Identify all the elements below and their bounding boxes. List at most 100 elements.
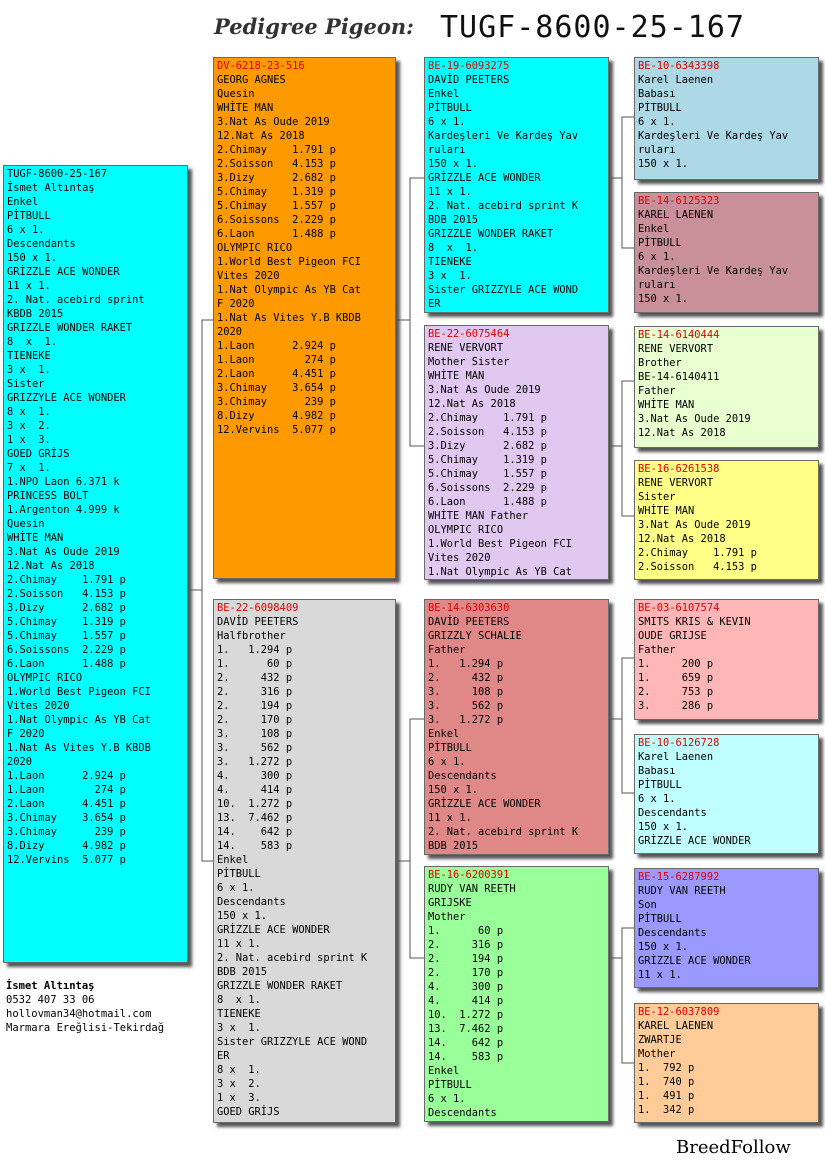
detail-line: 11 x 1. — [428, 812, 472, 824]
detail-line: ER — [217, 1050, 230, 1062]
detail-line: Karel Laenen — [638, 751, 714, 763]
detail-line: 5.Chimay 1.319 p — [217, 186, 336, 198]
detail-line: GRİZZLE ACE WONDER — [217, 924, 330, 936]
detail-line: 1.NPO Laon 6.371 k — [7, 476, 120, 488]
detail-line: 2020 — [7, 756, 33, 768]
owner-email[interactable]: hollovman34@hotmail.com — [6, 1008, 152, 1020]
detail-line: SMITS KRIS & KEVIN — [638, 616, 751, 628]
detail-line: 6 x 1. — [428, 756, 466, 768]
detail-line: GOED GRİJS — [217, 1106, 280, 1118]
detail-line: 3.Nat As Oude 2019 — [638, 519, 751, 531]
detail-line: 3.Dizy 2.682 p — [217, 172, 336, 184]
card-subject[interactable]: TUGF-8600-25-167 İsmet Altıntaş Enkel PİT… — [3, 165, 188, 963]
card-details: DAVİD PEETERS Enkel PİTBULL 6 x 1. Karde… — [428, 74, 578, 310]
detail-line: 6 x 1. — [428, 116, 466, 128]
owner-info: İsmet Altıntaş 0532 407 33 06 hollovman3… — [6, 979, 164, 1035]
card-dam-dam[interactable]: BE-16-6200391 RUDY VAN REETH GRIJSKE Moth… — [424, 866, 609, 1122]
detail-line: 6 x 1. — [638, 793, 676, 805]
detail-line: 1. 1.294 p — [217, 644, 293, 656]
detail-line: KAREL LAENEN — [638, 209, 714, 221]
detail-line: 6.Soissons 2.229 p — [428, 482, 547, 494]
detail-line: OLYMPIC RICO — [428, 524, 504, 536]
ring-number: BE-16-6261538 — [638, 463, 720, 475]
detail-line: 14. 642 p — [428, 1037, 504, 1049]
card-sire-sire-dam[interactable]: BE-14-6125323 KAREL LAENEN Enkel PİTBULL … — [634, 192, 819, 313]
detail-line: 12.Nat As 2018 — [217, 130, 305, 142]
card-sire-dam-sire[interactable]: BE-14-6140444 RENE VERVORT Brother BE-14-… — [634, 326, 819, 448]
detail-line: 6.Soissons 2.229 p — [7, 644, 126, 656]
detail-line: 2020 — [217, 326, 243, 338]
detail-line: 4. 300 p — [217, 770, 293, 782]
detail-line: 3. 108 p — [428, 686, 504, 698]
detail-line: 150 x 1. — [7, 252, 58, 264]
detail-line: 11 x 1. — [638, 969, 682, 981]
card-sire-sire-sire[interactable]: BE-10-6343398 Karel Laenen Babası PİTBULL… — [634, 57, 819, 180]
detail-line: 3.Chimay 3.654 p — [7, 812, 126, 824]
detail-line: 12.Vervins 5.077 p — [7, 854, 126, 866]
detail-line: 3. 562 p — [428, 700, 504, 712]
detail-line: PRINCESS BOLT — [7, 490, 89, 502]
detail-line: Father — [428, 644, 466, 656]
detail-line: 3. 1.272 p — [428, 714, 504, 726]
detail-line: 5.Chimay 1.557 p — [217, 200, 336, 212]
detail-line: 11 x 1. — [217, 938, 261, 950]
card-dam[interactable]: BE-22-6098409 DAVİD PEETERS Halfbrother 1… — [213, 599, 396, 1123]
detail-line: 1. 740 p — [638, 1076, 695, 1088]
detail-line: 3 x 2. — [217, 1078, 261, 1090]
detail-line: BDB 2015 — [217, 966, 268, 978]
detail-line: 2. Nat. acebird sprint K — [217, 952, 368, 964]
detail-line: 2. Nat. acebird sprint — [7, 294, 145, 306]
detail-line: Son — [638, 899, 657, 911]
detail-line: 1.World Best Pigeon FCI — [7, 686, 151, 698]
detail-line: 6 x 1. — [638, 251, 676, 263]
detail-line: Father — [638, 385, 676, 397]
detail-line: 6 x 1. — [638, 116, 676, 128]
card-sire-dam[interactable]: BE-22-6075464 RENE VERVORT Mother Sister … — [424, 325, 609, 580]
detail-line: PİTBULL — [428, 742, 472, 754]
detail-line: Descendants — [638, 927, 707, 939]
detail-line: 2. Nat. acebird sprint K — [428, 200, 579, 212]
detail-line: WHİTE MAN — [638, 399, 695, 411]
detail-line: F 2020 — [217, 298, 255, 310]
detail-line: Kardeşleri Ve Kardeş Yav — [638, 265, 789, 277]
card-details: SMITS KRIS & KEVIN OUDE GRIJSE Father 1.… — [638, 616, 751, 712]
ring-number: BE-19-6093275 — [428, 60, 510, 72]
detail-line: GRİZZLE ACE WONDER — [638, 835, 751, 847]
detail-line: RENE VERVORT — [428, 342, 504, 354]
detail-line: 11 x 1. — [428, 186, 472, 198]
detail-line: 3.Dizy 2.682 p — [428, 440, 547, 452]
detail-line: 1.Argenton 4.999 k — [7, 504, 120, 516]
detail-line: 150 x 1. — [428, 158, 479, 170]
detail-line: Enkel — [428, 728, 460, 740]
detail-line: Enkel — [428, 1065, 460, 1077]
detail-line: Mother — [428, 911, 466, 923]
detail-line: 1.World Best Pigeon FCI — [428, 538, 572, 550]
detail-line: 150 x 1. — [638, 158, 689, 170]
detail-line: RENE VERVORT — [638, 343, 714, 355]
card-dam-dam-dam[interactable]: BE-12-6037809 KAREL LAENEN ZWARTJE Mother… — [634, 1003, 819, 1123]
detail-line: WHİTE MAN — [217, 102, 274, 114]
detail-line: ruları — [638, 279, 676, 291]
detail-line: 1. 659 p — [638, 672, 714, 684]
card-sire-sire[interactable]: BE-19-6093275 DAVİD PEETERS Enkel PİTBULL… — [424, 57, 609, 313]
card-sire-dam-dam[interactable]: BE-16-6261538 RENE VERVORT Sister WHİTE M… — [634, 460, 819, 580]
detail-line: 3.Chimay 239 p — [7, 826, 126, 838]
detail-line: 8 x 1. — [217, 1064, 261, 1076]
detail-line: 2. 170 p — [428, 967, 504, 979]
detail-line: 2.Chimay 1.791 p — [428, 412, 547, 424]
card-dam-sire[interactable]: BE-14-6303630 DAVİD PEETERS GRIZZLY SCHAL… — [424, 599, 609, 855]
card-details: RENE VERVORT Brother BE-14-6140411 Fathe… — [638, 343, 751, 439]
detail-line: 6 x 1. — [7, 224, 45, 236]
card-sire[interactable]: DV-6218-23-516 GEORG AGNES Quesin WHİTE M… — [213, 57, 396, 579]
detail-line: 2.Soisson 4.153 p — [638, 561, 757, 573]
detail-line: PİTBULL — [428, 1079, 472, 1091]
card-dam-sire-sire[interactable]: BE-03-6107574 SMITS KRIS & KEVIN OUDE GRI… — [634, 599, 819, 720]
detail-line: 4. 414 p — [428, 995, 504, 1007]
card-dam-dam-sire[interactable]: BE-15-6287992 RUDY VAN REETH Son PİTBULL … — [634, 868, 819, 988]
detail-line: GRIZZLE WONDER RAKET — [217, 980, 343, 992]
detail-line: 8 x 1. — [428, 242, 479, 254]
card-dam-sire-dam[interactable]: BE-10-6126728 Karel Laenen Babası PİTBULL… — [634, 734, 819, 854]
detail-line: 5.Chimay 1.557 p — [7, 630, 126, 642]
detail-line: 14. 583 p — [217, 840, 293, 852]
ring-number: BE-10-6343398 — [638, 60, 720, 72]
